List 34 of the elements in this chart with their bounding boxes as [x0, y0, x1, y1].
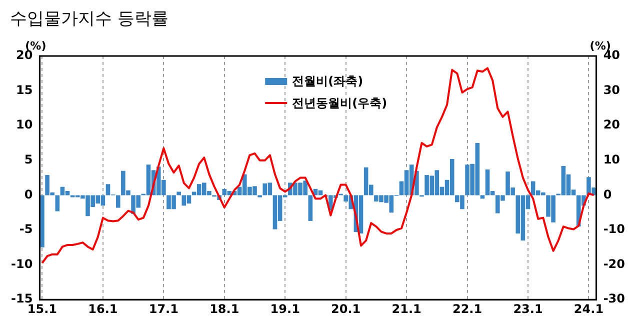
y-tick-label: 5 [24, 152, 33, 167]
x-tick-label: 17.1 [148, 302, 178, 316]
bar [176, 192, 181, 196]
y-tick-label: 0 [24, 187, 33, 202]
x-tick-label: 16.1 [88, 302, 118, 316]
legend-label: 전년동월비(우축) [292, 95, 388, 112]
x-tick-label: 20.1 [331, 302, 361, 316]
x-tick-label: 19.1 [270, 302, 300, 316]
x-tick-label: 21.1 [392, 302, 422, 316]
bar [116, 195, 120, 208]
y2-tick-label: 10 [603, 152, 620, 167]
y2-tick-label: 20 [603, 118, 620, 132]
legend-label: 전월비(좌축) [292, 73, 364, 90]
y2-tick-label: -20 [603, 256, 626, 271]
y-axis-title: (%) [25, 39, 46, 52]
x-tick-label: 24.1 [574, 302, 604, 316]
y2-tick-label: 30 [603, 82, 620, 97]
y2-axis-title: (%) [590, 39, 611, 52]
y-tick-label: -5 [19, 222, 33, 236]
y2-tick-label: 0 [603, 187, 612, 202]
bar [55, 195, 60, 212]
bar [40, 195, 44, 248]
x-tick-label: 22.1 [452, 302, 482, 316]
chart-title: 수입물가지수 등락률 [9, 8, 170, 31]
x-tick-label: 18.1 [210, 302, 240, 316]
y2-tick-label: -10 [603, 222, 626, 236]
x-tick-label: 15.1 [27, 302, 58, 316]
bar [308, 195, 313, 221]
x-tick-label: 23.1 [513, 302, 543, 316]
y-tick-label: 15 [16, 82, 33, 97]
y-tick-label: -10 [10, 256, 33, 271]
y2-tick-label: -30 [603, 292, 626, 306]
bar [480, 195, 485, 199]
y-tick-label: 10 [16, 118, 33, 132]
